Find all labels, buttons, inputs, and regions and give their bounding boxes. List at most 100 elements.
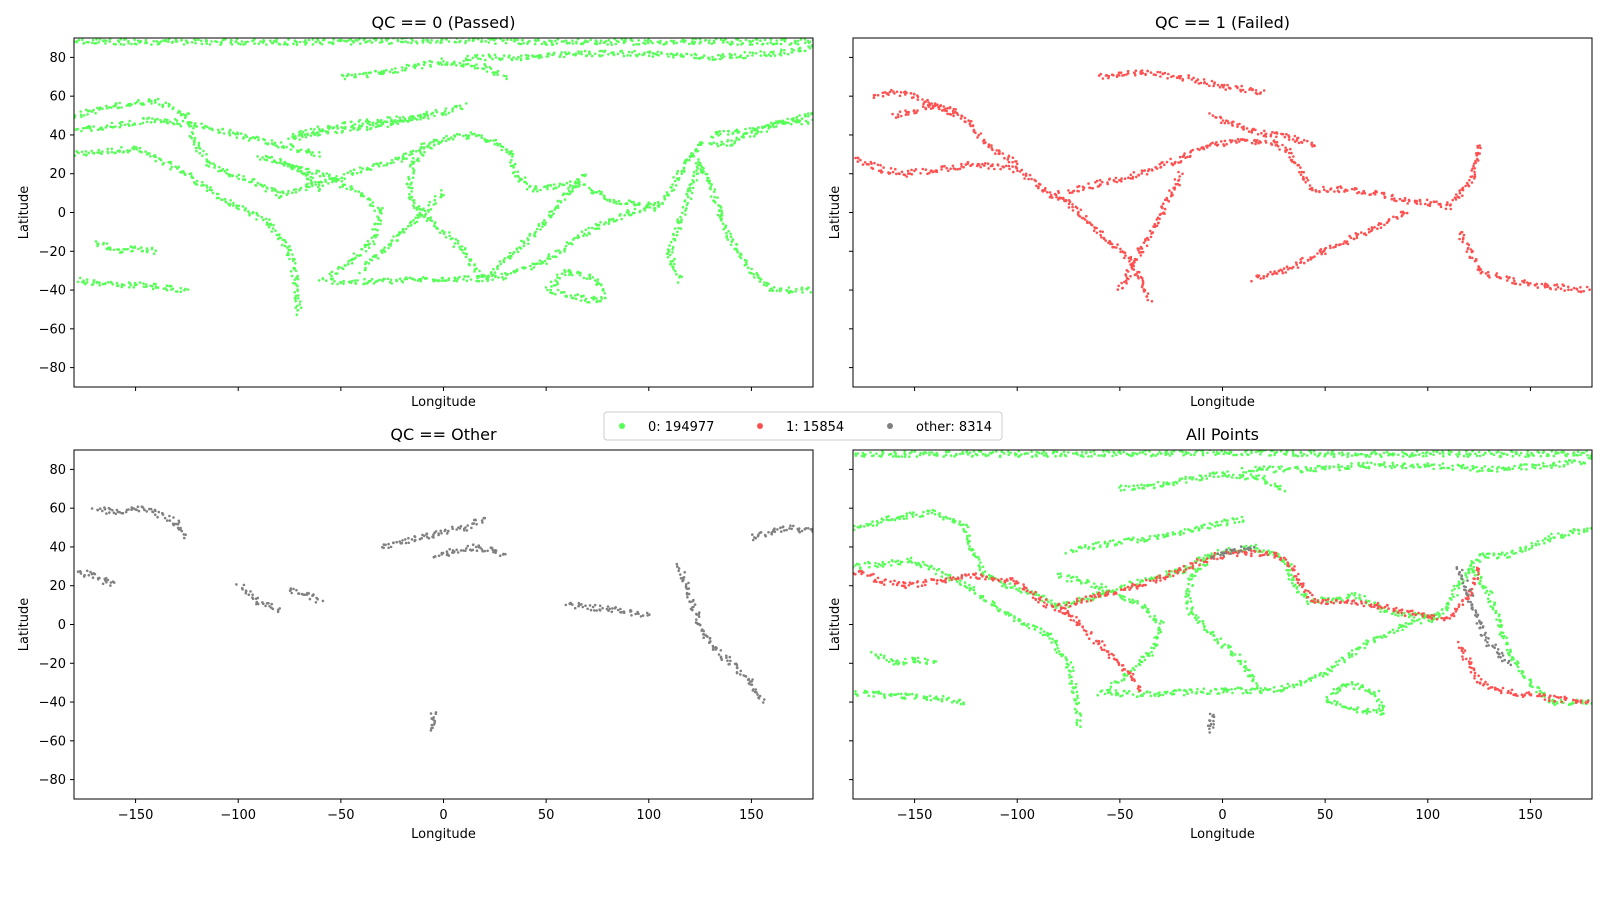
point [363, 245, 367, 248]
point [386, 277, 390, 281]
point [333, 279, 336, 283]
point [541, 225, 544, 228]
point [951, 164, 955, 168]
point [90, 507, 94, 510]
point [799, 38, 803, 41]
point [979, 561, 982, 564]
point [1101, 230, 1104, 234]
point [371, 204, 375, 208]
point [1333, 190, 1336, 193]
point [759, 50, 762, 53]
point [427, 208, 430, 212]
point [1112, 245, 1116, 249]
point [145, 285, 148, 289]
point [1173, 186, 1177, 189]
point [444, 113, 448, 116]
point [129, 102, 132, 106]
point [686, 195, 690, 199]
point [691, 38, 694, 41]
point [931, 508, 934, 512]
point [898, 562, 902, 566]
point [1355, 187, 1358, 191]
point [1097, 74, 1101, 77]
point [167, 104, 171, 108]
point [900, 170, 904, 174]
point [445, 134, 448, 138]
point [469, 278, 473, 281]
point [127, 508, 130, 511]
point [543, 223, 547, 227]
point [82, 153, 86, 156]
point [551, 43, 555, 46]
point [1332, 246, 1335, 249]
point [475, 279, 478, 283]
point [1091, 187, 1095, 190]
point [236, 42, 240, 45]
point [179, 124, 183, 128]
point [487, 274, 490, 278]
point [966, 542, 970, 545]
point [1124, 254, 1127, 257]
point [1003, 156, 1006, 160]
point [1527, 283, 1530, 287]
point [671, 251, 674, 254]
point [466, 544, 470, 548]
point [1071, 666, 1075, 669]
point [1348, 234, 1351, 238]
point [334, 272, 338, 275]
point [516, 170, 520, 173]
point [912, 109, 916, 113]
point [394, 121, 398, 124]
point [726, 138, 730, 142]
point [1461, 186, 1465, 190]
point [619, 607, 622, 611]
point [194, 41, 197, 45]
point [1260, 131, 1263, 135]
point [747, 266, 750, 270]
point [127, 42, 130, 45]
point [476, 38, 480, 41]
point [1367, 227, 1371, 231]
point [797, 527, 801, 530]
point [235, 206, 238, 210]
point [1228, 139, 1232, 142]
point [248, 137, 252, 140]
point [85, 569, 89, 573]
point [677, 569, 680, 573]
point [1007, 160, 1011, 164]
point [955, 111, 959, 115]
point [1488, 276, 1491, 279]
point [1360, 192, 1364, 195]
point [1159, 75, 1162, 78]
point [397, 156, 401, 159]
point [403, 538, 407, 541]
point [1210, 79, 1214, 83]
point [1026, 592, 1030, 595]
point [1170, 193, 1173, 196]
point [343, 121, 347, 125]
point [1071, 203, 1074, 206]
point [583, 49, 587, 53]
point [622, 39, 626, 43]
point [473, 67, 477, 70]
point [951, 520, 954, 523]
point [279, 141, 283, 144]
point [121, 120, 124, 124]
point [451, 107, 454, 111]
point [120, 250, 123, 254]
point [150, 246, 154, 250]
point [1166, 77, 1169, 80]
point [1446, 201, 1449, 204]
point [318, 151, 321, 154]
point [430, 219, 434, 223]
point [154, 285, 158, 289]
point [401, 69, 404, 72]
point [889, 167, 893, 170]
point [1119, 71, 1123, 74]
point [790, 42, 793, 45]
point [265, 158, 269, 162]
point [271, 160, 274, 164]
point [395, 540, 399, 544]
point [82, 114, 86, 117]
point [870, 162, 873, 165]
